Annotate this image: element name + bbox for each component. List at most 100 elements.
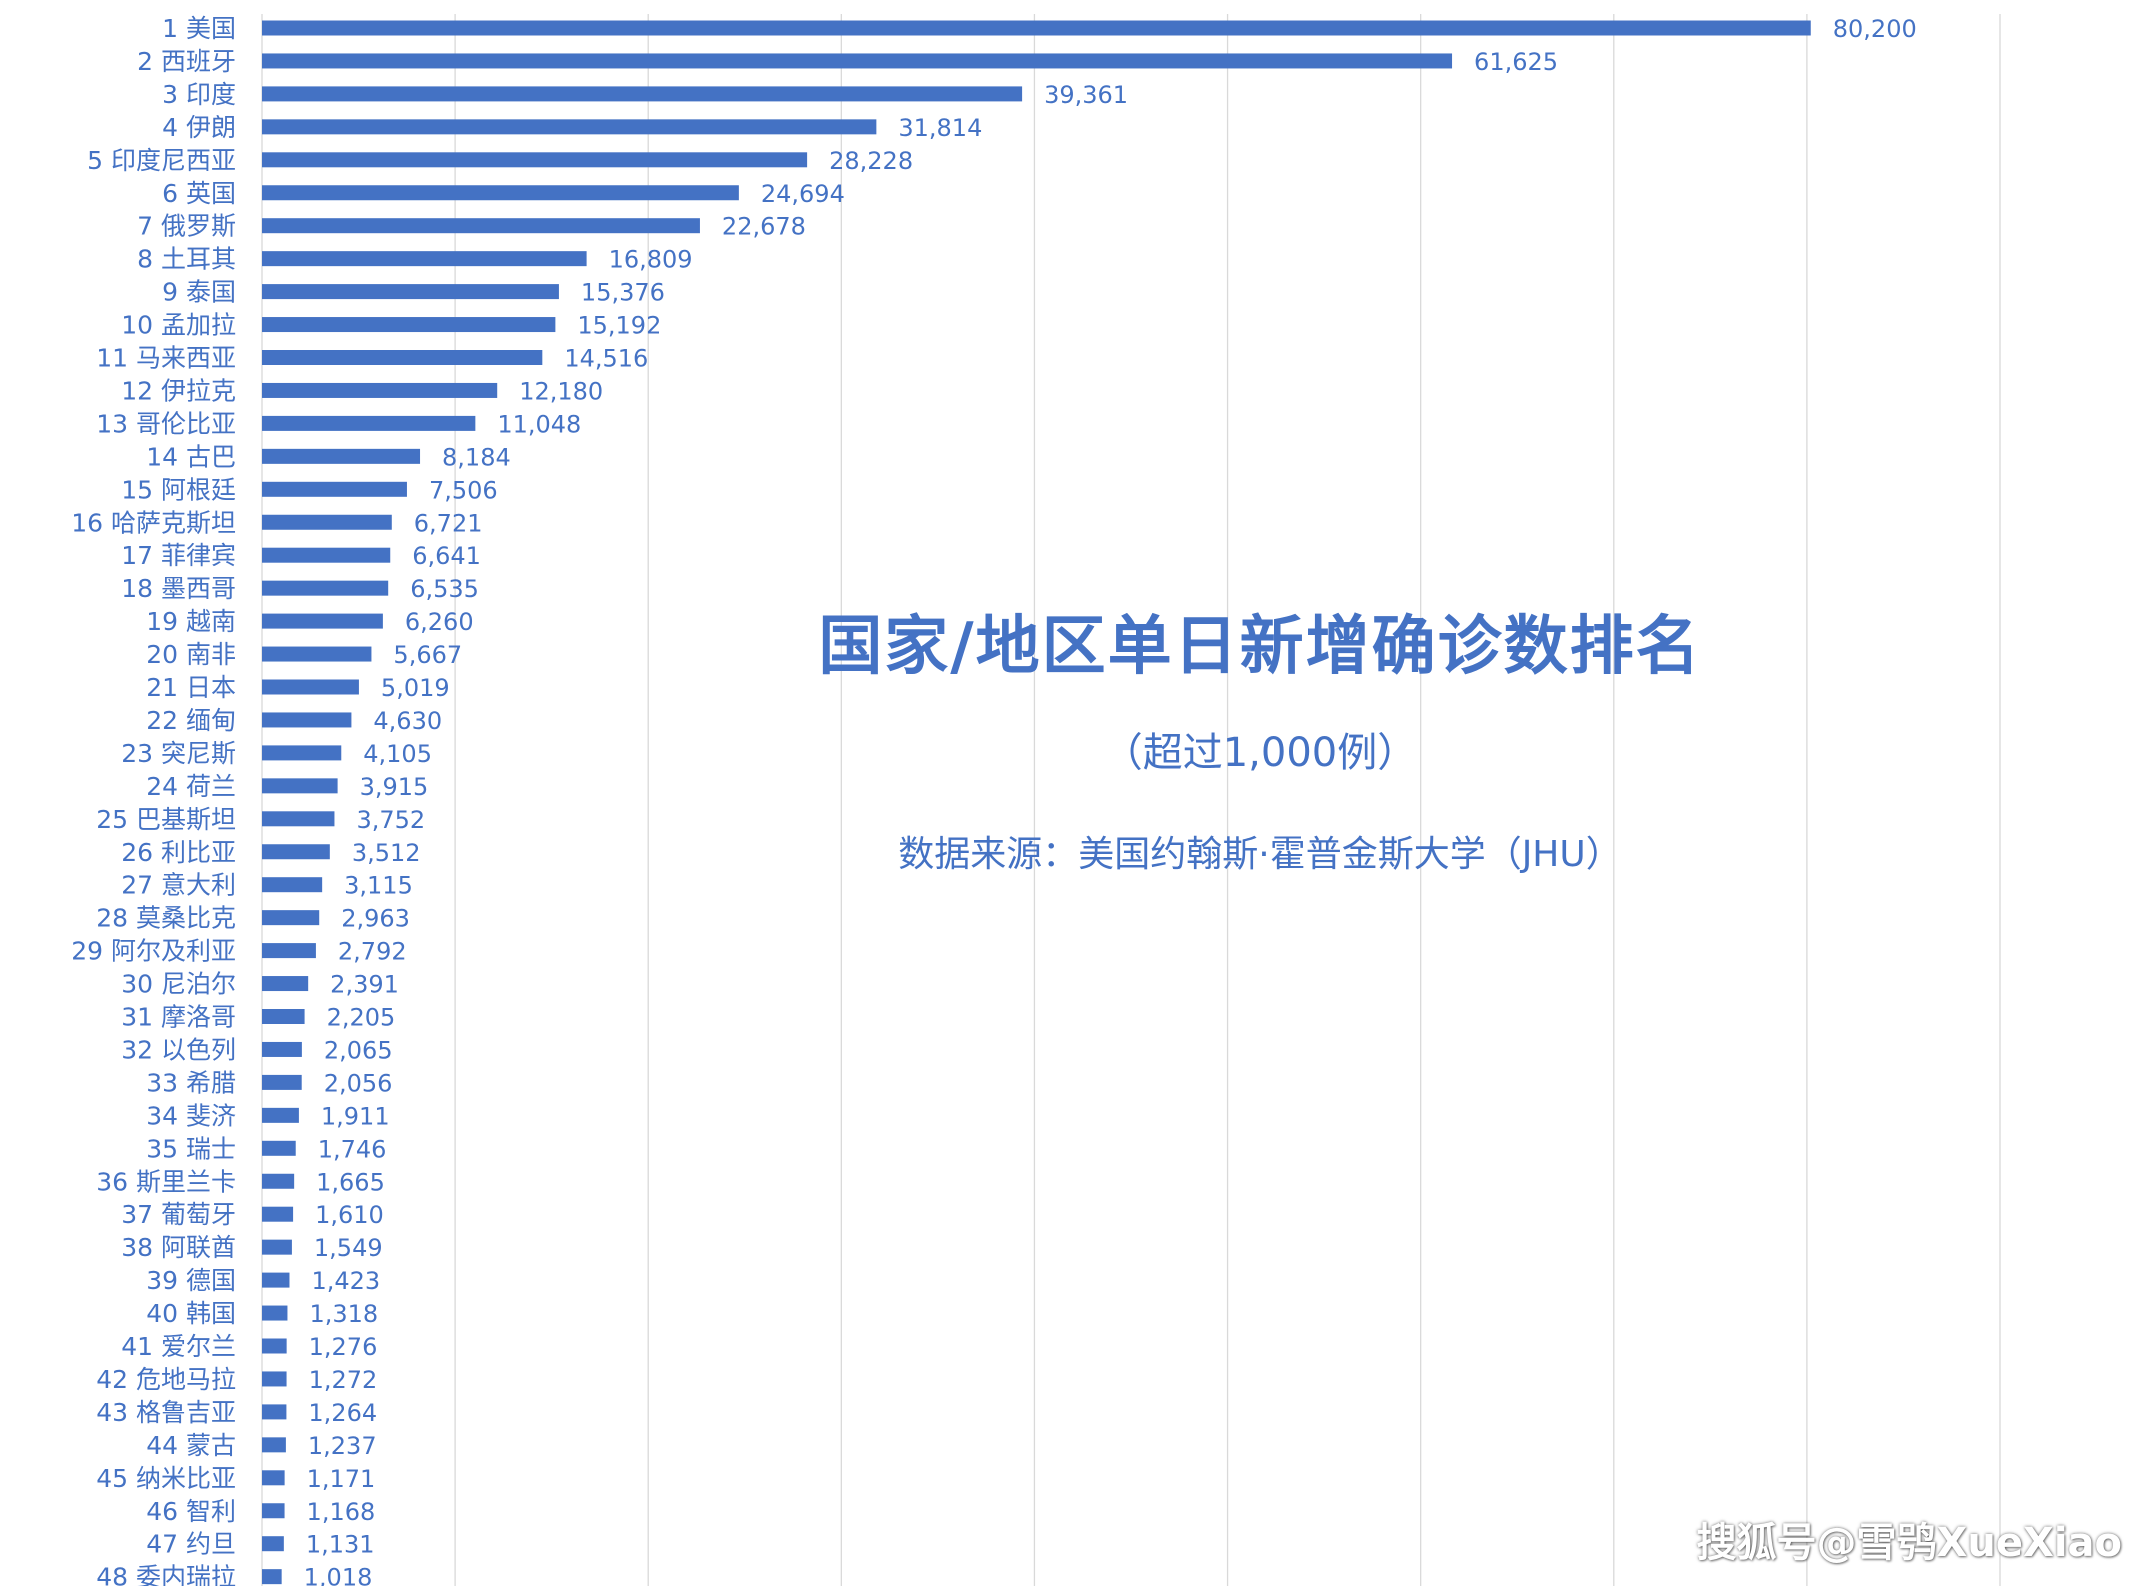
bar bbox=[262, 251, 587, 267]
bar bbox=[262, 1009, 305, 1024]
bar bbox=[262, 1569, 282, 1585]
bar bbox=[262, 415, 476, 431]
category-label: 17 菲律宾 bbox=[121, 541, 236, 570]
category-label: 7 俄罗斯 bbox=[137, 212, 236, 241]
value-label: 6,260 bbox=[405, 608, 474, 636]
value-label: 12,180 bbox=[519, 377, 603, 405]
bar bbox=[262, 943, 316, 959]
category-label: 35 瑞士 bbox=[146, 1134, 236, 1163]
value-label: 4,630 bbox=[373, 707, 442, 735]
bar bbox=[262, 547, 391, 563]
category-label: 42 危地马拉 bbox=[96, 1365, 236, 1394]
value-label: 1,746 bbox=[318, 1135, 387, 1163]
category-label: 8 土耳其 bbox=[137, 245, 236, 274]
value-label: 31,814 bbox=[898, 114, 982, 142]
value-label: 3,915 bbox=[360, 773, 429, 801]
category-label: 10 孟加拉 bbox=[121, 311, 236, 340]
bar bbox=[262, 317, 556, 333]
watermark: 搜狐号@雪鸮XueXiao bbox=[1696, 1520, 2122, 1566]
value-label: 3,115 bbox=[344, 872, 413, 900]
value-label: 5,667 bbox=[393, 641, 462, 669]
category-label: 39 德国 bbox=[146, 1266, 236, 1295]
bar bbox=[262, 20, 1811, 36]
category-label: 5 印度尼西亚 bbox=[87, 146, 236, 175]
category-label: 21 日本 bbox=[146, 673, 236, 702]
bar bbox=[262, 481, 407, 497]
bar bbox=[262, 712, 352, 728]
category-label: 48 委内瑞拉 bbox=[96, 1563, 236, 1586]
bar bbox=[262, 53, 1453, 69]
bar bbox=[262, 152, 808, 168]
bar bbox=[262, 1338, 287, 1354]
value-label: 61,625 bbox=[1474, 48, 1558, 76]
category-label: 12 伊拉克 bbox=[121, 376, 236, 405]
bar bbox=[262, 185, 739, 201]
value-label: 8,184 bbox=[442, 443, 511, 471]
category-label: 2 西班牙 bbox=[137, 47, 236, 76]
category-label: 14 古巴 bbox=[146, 442, 236, 471]
bar bbox=[262, 1404, 287, 1420]
bar bbox=[262, 1074, 302, 1090]
bar bbox=[262, 778, 338, 794]
value-label: 3,512 bbox=[352, 839, 421, 867]
value-label: 7,506 bbox=[429, 476, 498, 504]
grid-lines bbox=[261, 14, 2001, 1586]
category-label: 46 智利 bbox=[146, 1497, 236, 1526]
category-label: 47 约旦 bbox=[146, 1530, 236, 1559]
value-label: 1,318 bbox=[309, 1300, 378, 1328]
bar bbox=[262, 1536, 284, 1552]
value-label: 6,641 bbox=[412, 542, 481, 570]
value-label: 6,721 bbox=[414, 509, 483, 537]
category-labels: 1 美国 2 西班牙 3 印度 4 伊朗 5 印度尼西亚 6 英国 7 俄罗斯 8 土耳其 9 … bbox=[71, 14, 236, 1586]
bar bbox=[262, 1041, 302, 1057]
bar bbox=[262, 1173, 295, 1189]
category-label: 27 意大利 bbox=[121, 871, 236, 900]
category-label: 45 纳米比亚 bbox=[96, 1464, 236, 1493]
bar bbox=[262, 1371, 287, 1387]
bar bbox=[262, 844, 330, 860]
value-label: 16,809 bbox=[609, 246, 693, 274]
category-label: 15 阿根廷 bbox=[121, 475, 236, 504]
bar bbox=[262, 679, 359, 695]
category-label: 13 哥伦比亚 bbox=[96, 409, 236, 438]
bar bbox=[262, 910, 320, 926]
bar bbox=[262, 580, 389, 596]
bar bbox=[262, 613, 383, 629]
value-label: 1,272 bbox=[309, 1366, 378, 1394]
value-label: 5,019 bbox=[381, 674, 450, 702]
value-label: 1,018 bbox=[304, 1564, 373, 1586]
bar bbox=[262, 86, 1023, 102]
bar bbox=[262, 646, 372, 662]
category-label: 18 墨西哥 bbox=[121, 574, 236, 603]
bar bbox=[262, 1239, 292, 1255]
value-label: 1,610 bbox=[315, 1201, 384, 1229]
bar bbox=[262, 119, 877, 135]
bars bbox=[262, 20, 1811, 1585]
category-label: 4 伊朗 bbox=[162, 113, 236, 142]
category-label: 37 葡萄牙 bbox=[121, 1200, 236, 1229]
bar bbox=[262, 448, 421, 464]
value-label: 39,361 bbox=[1044, 81, 1128, 109]
category-label: 20 南非 bbox=[146, 640, 236, 669]
category-label: 6 英国 bbox=[162, 179, 236, 208]
value-label: 2,391 bbox=[330, 971, 399, 999]
value-label: 22,678 bbox=[722, 213, 806, 241]
category-label: 44 蒙古 bbox=[146, 1431, 236, 1460]
category-label: 25 巴基斯坦 bbox=[96, 805, 236, 834]
chart-subtitle: （超过1,000例） bbox=[1102, 730, 1418, 776]
value-label: 15,376 bbox=[581, 279, 665, 307]
category-label: 31 摩洛哥 bbox=[121, 1003, 236, 1032]
category-label: 24 荷兰 bbox=[146, 772, 236, 801]
value-label: 1,549 bbox=[314, 1234, 383, 1262]
category-label: 30 尼泊尔 bbox=[121, 970, 236, 999]
bar bbox=[262, 382, 498, 398]
value-label: 15,192 bbox=[577, 312, 661, 340]
value-label: 6,535 bbox=[410, 575, 479, 603]
category-label: 16 哈萨克斯坦 bbox=[71, 508, 236, 537]
value-label: 2,065 bbox=[324, 1036, 393, 1064]
bar bbox=[262, 1206, 294, 1222]
value-label: 1,237 bbox=[308, 1432, 377, 1460]
value-label: 2,963 bbox=[341, 905, 410, 933]
value-label: 4,105 bbox=[363, 740, 432, 768]
